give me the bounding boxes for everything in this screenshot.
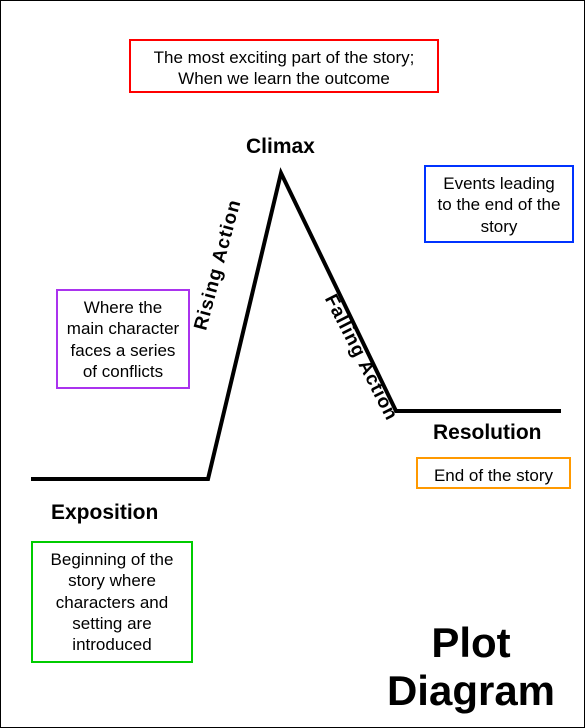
resolution-label: Resolution (433, 421, 542, 445)
exposition-description-box: Beginning of the story where characters … (31, 541, 193, 663)
climax-desc-line1: The most exciting part of the story; (139, 47, 429, 68)
title-line2: Diagram (371, 667, 571, 715)
exposition-desc-line5: introduced (41, 634, 183, 655)
diagram-title: Plot Diagram (371, 619, 571, 716)
rising-desc-line2: main character (66, 318, 180, 339)
resolution-description-box: End of the story (416, 457, 571, 489)
resolution-desc-line1: End of the story (426, 465, 561, 486)
rising-desc-line3: faces a series (66, 340, 180, 361)
climax-label: Climax (246, 135, 315, 159)
exposition-desc-line3: characters and (41, 592, 183, 613)
title-line1: Plot (371, 619, 571, 667)
rising-desc-line1: Where the (66, 297, 180, 318)
falling-desc-line1: Events leading (434, 173, 564, 194)
climax-description-box: The most exciting part of the story; Whe… (129, 39, 439, 93)
rising-desc-line4: of conflicts (66, 361, 180, 382)
falling-desc-line2: to the end of the (434, 194, 564, 215)
rising-action-description-box: Where the main character faces a series … (56, 289, 190, 389)
exposition-desc-line2: story where (41, 570, 183, 591)
plot-diagram-canvas: The most exciting part of the story; Whe… (0, 0, 585, 728)
exposition-label: Exposition (51, 501, 158, 525)
falling-desc-line3: story (434, 216, 564, 237)
falling-action-description-box: Events leading to the end of the story (424, 165, 574, 243)
exposition-desc-line1: Beginning of the (41, 549, 183, 570)
climax-desc-line2: When we learn the outcome (139, 68, 429, 89)
exposition-desc-line4: setting are (41, 613, 183, 634)
